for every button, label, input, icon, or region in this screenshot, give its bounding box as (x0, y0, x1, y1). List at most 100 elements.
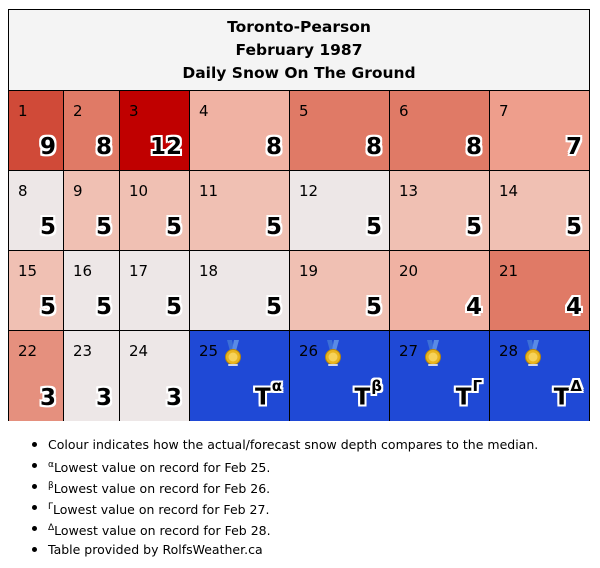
snow-depth-number: 5 (165, 214, 182, 240)
snow-depth-value: 5 (96, 214, 112, 240)
medal-icon (425, 340, 441, 366)
note-text: Lowest value on record for Feb 28. (54, 523, 271, 538)
table-title: Toronto-Pearson February 1987 Daily Snow… (9, 10, 589, 91)
snow-depth-value: 3 (166, 385, 182, 411)
day-number: 28 (499, 342, 519, 360)
day-cell: 27 TΓ (390, 331, 490, 421)
note-footnote-marker: α (48, 460, 54, 470)
day-number: 5 (299, 102, 309, 120)
snow-depth-value: Tα (254, 377, 282, 411)
day-cell: 15 5 (9, 251, 64, 331)
note-item: ΔLowest value on record for Feb 28. (28, 518, 538, 539)
footnote-marker: β (371, 377, 382, 396)
snow-depth-value: 9 (40, 134, 56, 160)
snow-depth-value: 5 (166, 294, 182, 320)
snow-depth-value: 5 (366, 214, 382, 240)
note-text: Colour indicates how the actual/forecast… (48, 437, 539, 452)
note-item: Table provided by RolfsWeather.ca (28, 539, 538, 560)
medal-icon (525, 340, 541, 366)
snow-depth-value: 5 (266, 294, 282, 320)
snow-depth-number: 8 (465, 134, 482, 160)
snow-depth-number: T (455, 385, 472, 411)
snow-depth-number: 4 (565, 294, 582, 320)
day-cell: 25 Tα (190, 331, 290, 421)
snow-depth-value: 8 (466, 134, 482, 160)
day-number: 6 (399, 102, 409, 120)
snow-depth-value: 5 (166, 214, 182, 240)
day-cell: 16 5 (64, 251, 120, 331)
day-cell: 26 Tβ (290, 331, 390, 421)
snow-depth-value: 8 (96, 134, 112, 160)
snow-depth-value: 8 (366, 134, 382, 160)
note-footnote-marker: Γ (48, 502, 54, 512)
note-item: βLowest value on record for Feb 26. (28, 476, 538, 497)
snow-depth-number: 5 (39, 294, 56, 320)
note-item: ΓLowest value on record for Feb 27. (28, 497, 538, 518)
month-year: February 1987 (235, 40, 363, 59)
day-cell: 24 3 (120, 331, 190, 421)
day-number: 3 (129, 102, 139, 120)
snow-depth-number: 8 (365, 134, 382, 160)
day-number: 15 (18, 262, 38, 280)
snow-depth-number: 5 (165, 294, 182, 320)
snow-depth-value: 5 (40, 214, 56, 240)
snow-depth-number: T (254, 385, 271, 411)
snow-depth-value: 5 (40, 294, 56, 320)
note-text: Lowest value on record for Feb 27. (53, 502, 270, 517)
footnote-marker: Γ (472, 377, 482, 396)
station-name: Toronto-Pearson (227, 17, 371, 36)
day-cell: 19 5 (290, 251, 390, 331)
snow-depth-value: 12 (150, 134, 182, 160)
day-number: 17 (129, 262, 149, 280)
snow-calendar-table: Toronto-Pearson February 1987 Daily Snow… (8, 9, 590, 421)
day-number: 14 (499, 182, 519, 200)
day-number: 1 (18, 102, 28, 120)
snow-depth-number: 8 (265, 134, 282, 160)
day-number: 4 (199, 102, 209, 120)
snow-depth-number: 5 (265, 214, 282, 240)
footnote-marker: α (271, 377, 282, 396)
day-number: 25 (199, 342, 219, 360)
day-number: 27 (399, 342, 419, 360)
note-item: αLowest value on record for Feb 25. (28, 455, 538, 476)
snow-depth-number: 7 (565, 134, 582, 160)
day-number: 21 (499, 262, 519, 280)
snow-depth-value: 5 (96, 294, 112, 320)
medal-icon (325, 340, 341, 366)
day-number: 23 (73, 342, 93, 360)
calendar-grid: 1 9 2 8 3 12 4 8 5 8 6 8 7 7 8 5 9 5 10 5 11 5 12 5 13 5 14 5 15 5 16 5… (9, 91, 589, 421)
note-text: Lowest value on record for Feb 25. (53, 460, 271, 475)
snow-depth-number: 5 (365, 294, 382, 320)
snow-depth-number: 5 (365, 214, 382, 240)
snow-depth-number: T (553, 385, 570, 411)
snow-depth-number: 9 (39, 134, 56, 160)
snow-depth-number: 5 (95, 214, 112, 240)
footnote-marker: Δ (570, 377, 582, 396)
snow-depth-value: 3 (40, 385, 56, 411)
medal-icon (225, 340, 241, 366)
day-cell: 14 5 (490, 171, 589, 251)
snow-depth-value: TΔ (553, 377, 582, 411)
snow-depth-number: 5 (39, 214, 56, 240)
day-cell: 11 5 (190, 171, 290, 251)
snow-depth-value: 8 (266, 134, 282, 160)
day-number: 10 (129, 182, 149, 200)
snow-depth-number: 3 (39, 385, 56, 411)
day-number: 7 (499, 102, 509, 120)
day-cell: 18 5 (190, 251, 290, 331)
day-number: 2 (73, 102, 83, 120)
day-number: 26 (299, 342, 319, 360)
snow-depth-number: 5 (95, 294, 112, 320)
snow-depth-number: 5 (265, 294, 282, 320)
day-cell: 12 5 (290, 171, 390, 251)
day-number: 8 (18, 182, 28, 200)
day-cell: 23 3 (64, 331, 120, 421)
snow-depth-number: 4 (465, 294, 482, 320)
day-cell: 17 5 (120, 251, 190, 331)
snow-depth-value: 4 (566, 294, 582, 320)
